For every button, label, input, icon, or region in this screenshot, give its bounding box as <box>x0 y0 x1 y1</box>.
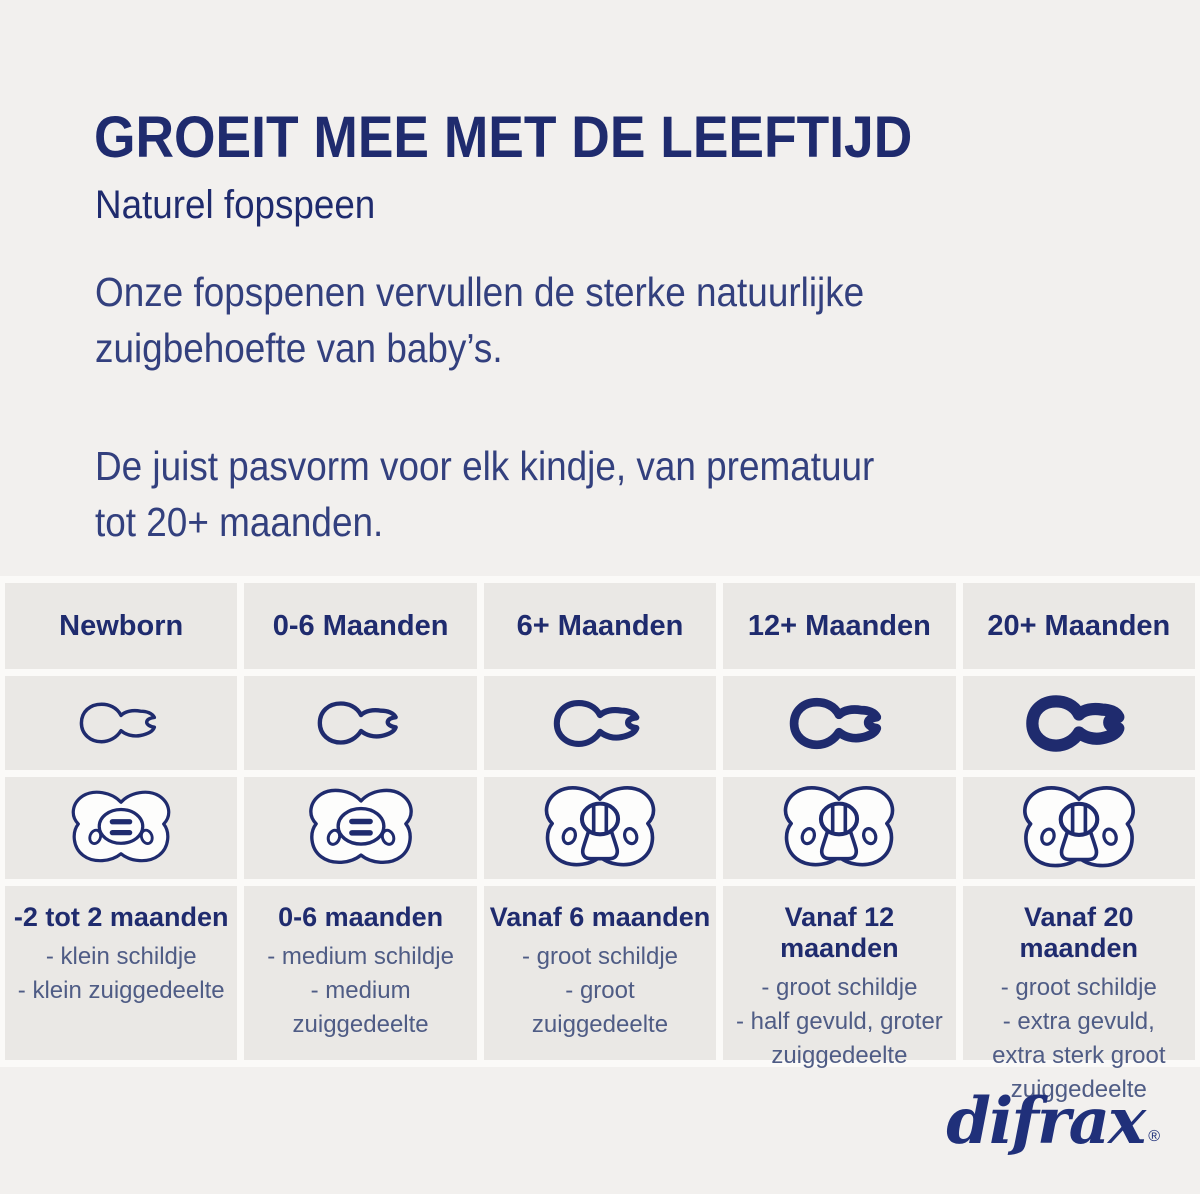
pacifier-teat-side-icon <box>317 701 398 745</box>
feature-bullet: - half gevuld, groter zuiggedeelte <box>736 1008 943 1069</box>
shield-cell <box>5 777 238 879</box>
shield-cell <box>962 777 1195 879</box>
teat-cell <box>5 676 238 770</box>
table-column-0-6: 0-6 Maanden 0-6 maanden - med <box>244 583 477 1060</box>
column-header-label: 0-6 Maanden <box>272 609 449 642</box>
column-header-label: Newborn <box>59 609 184 642</box>
shield-cell <box>244 777 477 879</box>
pacifier-teat-side-icon <box>1026 694 1125 752</box>
pacifier-teat-side-icon <box>79 702 157 744</box>
intro-line: Onze fopspenen vervullen de sterke natuu… <box>95 269 865 315</box>
pacifier-teat-side-icon <box>553 699 640 747</box>
brand-name: difrax <box>946 1084 1146 1159</box>
feature-bullet: - medium schildje <box>267 943 454 970</box>
intro-line: tot 20+ maanden. <box>95 499 384 545</box>
feature-bullet: - medium zuiggedeelte <box>292 977 429 1038</box>
pacifier-front-ring-icon <box>1022 785 1135 867</box>
teat-cell <box>244 676 477 770</box>
column-header-cell: 20+ Maanden <box>962 583 1195 669</box>
info-cell: Vanaf 20 maanden - groot schildje - extr… <box>962 886 1195 1103</box>
table-column-12plus: 12+ Maanden Vanaf 12 maand <box>723 583 956 1069</box>
pacifier-front-button-icon <box>71 790 171 863</box>
intro-line: De juist pasvorm voor elk kindje, van pr… <box>95 443 875 489</box>
registered-trademark-symbol: ® <box>1148 1128 1160 1145</box>
info-cell: Vanaf 6 maanden - groot schildje - groot… <box>483 886 717 1060</box>
intro-paragraph-2: De juist pasvorm voor elk kindje, van pr… <box>95 438 874 550</box>
info-cell: -2 tot 2 maanden - klein schildje - klei… <box>5 886 238 1060</box>
teat-cell <box>723 676 956 770</box>
feature-bullet: - groot zuiggedeelte <box>531 977 669 1038</box>
column-header-label: 20+ Maanden <box>987 609 1171 642</box>
shield-cell <box>723 777 956 879</box>
intro-line: zuigbehoefte van baby’s. <box>95 325 503 371</box>
feature-bullet: - klein schildje <box>45 943 197 970</box>
info-cell: 0-6 maanden - medium schildje - medium z… <box>244 886 477 1060</box>
feature-bullet: - groot schildje <box>1000 974 1157 1001</box>
pacifier-front-button-icon <box>308 788 413 864</box>
feature-bullet: - groot schildje <box>521 943 679 970</box>
column-header-cell: Newborn <box>5 583 238 669</box>
feature-bullet: - extra gevuld, extra sterk groot zuigge… <box>992 1008 1166 1103</box>
column-header-cell: 6+ Maanden <box>483 583 717 669</box>
page-title: GROEIT MEE MET DE LEEFTIJD <box>94 105 913 170</box>
table-column-newborn: Newborn -2 tot 2 maanden - kl <box>5 583 238 1060</box>
intro-paragraph-1: Onze fopspenen vervullen de sterke natuu… <box>95 264 864 376</box>
column-header-label: 6+ Maanden <box>516 609 684 642</box>
age-label: -2 tot 2 maanden <box>13 902 229 932</box>
column-header-cell: 0-6 Maanden <box>244 583 477 669</box>
info-cell: Vanaf 12 maanden - groot schildje - half… <box>723 886 956 1069</box>
table-column-20plus: 20+ Maanden Vanaf 20 maand <box>962 583 1195 1103</box>
size-comparison-table: Newborn -2 tot 2 maanden - kl <box>0 576 1200 1103</box>
teat-cell <box>962 676 1195 770</box>
pacifier-teat-side-icon <box>790 697 882 749</box>
column-header-cell: 12+ Maanden <box>723 583 956 669</box>
difrax-logo: difrax ® <box>946 1084 1160 1159</box>
shield-cell <box>483 777 717 879</box>
teat-cell <box>483 676 717 770</box>
page-subtitle: Naturel fopspeen <box>95 183 376 227</box>
age-label: Vanaf 6 maanden <box>489 902 711 932</box>
feature-bullet: - groot schildje <box>761 974 918 1001</box>
pacifier-front-ring-icon <box>784 786 895 867</box>
age-label: Vanaf 12 maanden <box>780 902 899 963</box>
pacifier-front-ring-icon <box>544 786 656 867</box>
column-header-label: 12+ Maanden <box>747 609 931 642</box>
feature-bullet: - klein zuiggedeelte <box>17 977 225 1004</box>
table-column-6plus: 6+ Maanden Vanaf 6 maanden <box>483 583 717 1060</box>
age-label: 0-6 maanden <box>278 902 444 932</box>
age-label: Vanaf 20 maanden <box>1019 902 1139 963</box>
